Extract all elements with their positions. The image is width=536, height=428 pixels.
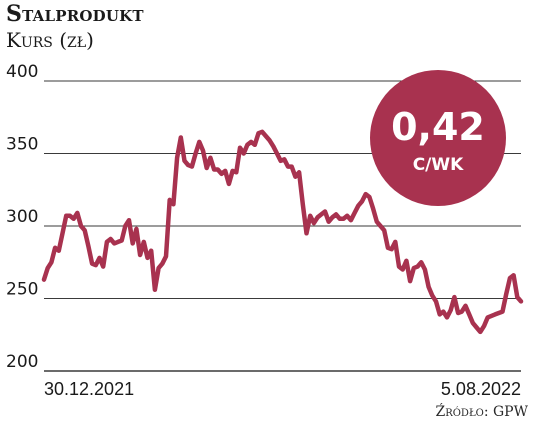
- series-layer: [41, 129, 524, 335]
- badge-value: 0,42: [391, 105, 485, 149]
- price-line: [41, 129, 524, 335]
- y-tick-label: 250: [6, 280, 38, 300]
- x-tick-start: 30.12.2021: [44, 379, 134, 399]
- badge-unit: C/WK: [413, 155, 464, 175]
- y-axis-ticks: 200 250 300 350 400: [6, 62, 38, 372]
- chart-title: Stalprodukt: [6, 1, 144, 27]
- x-tick-end: 5.08.2022: [441, 379, 521, 399]
- badge-circle: [370, 70, 506, 206]
- y-tick-label: 350: [6, 135, 38, 155]
- y-tick-label: 300: [6, 207, 38, 227]
- y-tick-label: 200: [6, 352, 38, 372]
- ratio-badge: 0,42 C/WK: [370, 70, 506, 206]
- chart-subtitle: Kurs (zł): [6, 28, 94, 52]
- source-note: Źródło: GPW: [435, 404, 528, 420]
- y-tick-label: 400: [6, 62, 38, 82]
